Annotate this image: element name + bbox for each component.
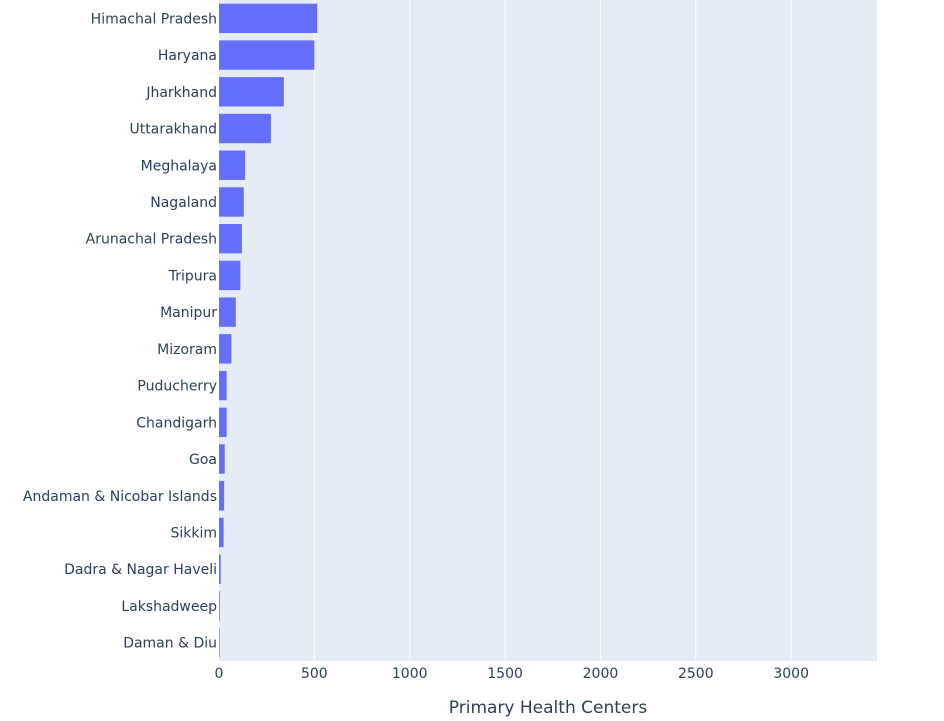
- bar: [219, 517, 224, 548]
- y-tick-label: Himachal Pradesh: [91, 11, 217, 27]
- y-tick-label: Lakshadweep: [121, 599, 217, 615]
- bar: [219, 481, 225, 511]
- bar: [219, 370, 227, 401]
- bar: [219, 113, 271, 144]
- y-tick-label: Puducherry: [137, 379, 217, 395]
- y-tick-label: Jharkhand: [145, 85, 217, 101]
- y-tick-label: Chandigarh: [136, 415, 217, 431]
- y-tick-label: Uttarakhand: [130, 122, 217, 138]
- x-tick-label: 1000: [392, 666, 428, 682]
- y-tick-label: Nagaland: [150, 195, 217, 211]
- bar: [219, 260, 241, 291]
- y-tick-label: Dadra & Nagar Haveli: [64, 562, 217, 578]
- plot-background: [219, 0, 877, 661]
- bar: [219, 297, 236, 327]
- bar: [219, 554, 221, 584]
- y-tick-label: Arunachal Pradesh: [86, 232, 217, 248]
- grid-lines: [313, 0, 792, 661]
- bar: [219, 407, 227, 437]
- y-tick-label: Daman & Diu: [123, 636, 217, 652]
- y-tick-label: Haryana: [158, 48, 217, 64]
- y-tick-labels: Himachal Pradesh Haryana Jharkhand Uttarakh…: [23, 11, 217, 651]
- x-tick-label: 0: [215, 666, 224, 682]
- x-tick-label: 2500: [678, 666, 714, 682]
- bar: [219, 3, 318, 34]
- bar: [219, 591, 220, 621]
- bar: [219, 627, 220, 658]
- bar: [219, 77, 284, 107]
- x-tick-label: 3000: [773, 666, 809, 682]
- bar: [219, 150, 246, 180]
- bar: [219, 334, 232, 364]
- x-tick-label: 2000: [583, 666, 619, 682]
- bar: [219, 444, 225, 474]
- y-tick-label: Meghalaya: [141, 158, 217, 174]
- x-tick-label: 1500: [487, 666, 523, 682]
- bar: [219, 187, 244, 217]
- y-tick-label: Sikkim: [170, 525, 217, 541]
- bars: [219, 3, 318, 658]
- bar: [219, 224, 242, 254]
- y-tick-label: Andaman & Nicobar Islands: [23, 489, 217, 505]
- bar: [219, 40, 315, 70]
- x-tick-labels: 0 500 1000 1500 2000 2500 3000: [215, 666, 809, 682]
- x-tick-label: 500: [301, 666, 328, 682]
- x-axis-title: Primary Health Centers: [449, 698, 648, 718]
- y-tick-label: Mizoram: [157, 342, 217, 358]
- y-tick-label: Tripura: [168, 268, 217, 284]
- y-tick-label: Goa: [189, 452, 217, 468]
- y-tick-label: Manipur: [160, 305, 217, 321]
